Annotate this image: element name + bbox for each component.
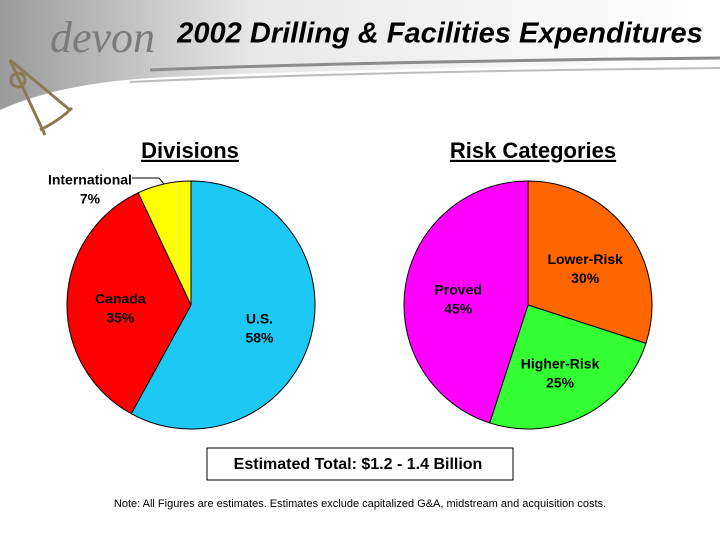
slice-category: Proved [434, 282, 481, 298]
slice-value-label: 30% [571, 270, 600, 286]
chart-title: Risk Categories [450, 138, 616, 163]
slice-value-label: 7% [80, 191, 101, 207]
total-text: Estimated Total: $1.2 - 1.4 Billion [234, 456, 483, 473]
pie-slice [403, 180, 529, 424]
pie-slice [527, 180, 653, 344]
pie-slice [489, 304, 647, 430]
slice-category: U.S. [246, 310, 273, 326]
slice-category: Canada [95, 290, 146, 306]
slice-category: Higher-Risk [521, 356, 600, 372]
sextant-icon [8, 58, 74, 136]
chart-title: Divisions [141, 138, 239, 163]
slice-category: Lower-Risk [547, 251, 623, 267]
pie-slice [130, 180, 316, 430]
logo: devon [50, 13, 155, 62]
total-box [206, 447, 514, 481]
slice-value-label: 45% [444, 301, 473, 317]
slice-value-label: 25% [546, 375, 575, 391]
slice-value-label: 58% [245, 329, 274, 345]
header-banner [0, 0, 720, 136]
pie-slice [66, 192, 192, 415]
slice-category: International [48, 172, 132, 188]
footnote: Note: All Figures are estimates. Estimat… [114, 498, 606, 510]
slice-value-label: 35% [106, 309, 135, 325]
leader-line [131, 177, 165, 185]
slide-title: 2002 Drilling & Facilities Expenditures [176, 18, 702, 50]
